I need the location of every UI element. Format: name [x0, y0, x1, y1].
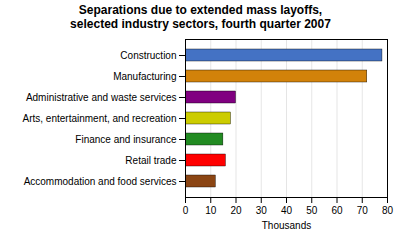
svg-text:40: 40 — [281, 205, 293, 216]
svg-text:0: 0 — [183, 205, 189, 216]
svg-text:50: 50 — [306, 205, 318, 216]
svg-text:Finance and insurance: Finance and insurance — [75, 134, 177, 145]
svg-text:Retail trade: Retail trade — [125, 155, 177, 166]
svg-text:60: 60 — [331, 205, 343, 216]
svg-text:Administrative and waste servi: Administrative and waste services — [26, 92, 177, 103]
svg-text:80: 80 — [382, 205, 394, 216]
svg-text:Accommodation and food service: Accommodation and food services — [24, 176, 177, 187]
html-text:Separations due to extended ma: Separations due to extended mass layoffs… — [70, 3, 331, 31]
svg-text:70: 70 — [357, 205, 369, 216]
svg-text:Arts, entertainment, and recre: Arts, entertainment, and recreation — [23, 113, 177, 124]
svg-text:10: 10 — [205, 205, 217, 216]
svg-text:Construction: Construction — [120, 50, 176, 61]
svg-text:30: 30 — [256, 205, 268, 216]
svg-text:Thousands: Thousands — [262, 220, 311, 231]
svg-text:Manufacturing: Manufacturing — [113, 71, 176, 82]
svg-text:20: 20 — [230, 205, 242, 216]
